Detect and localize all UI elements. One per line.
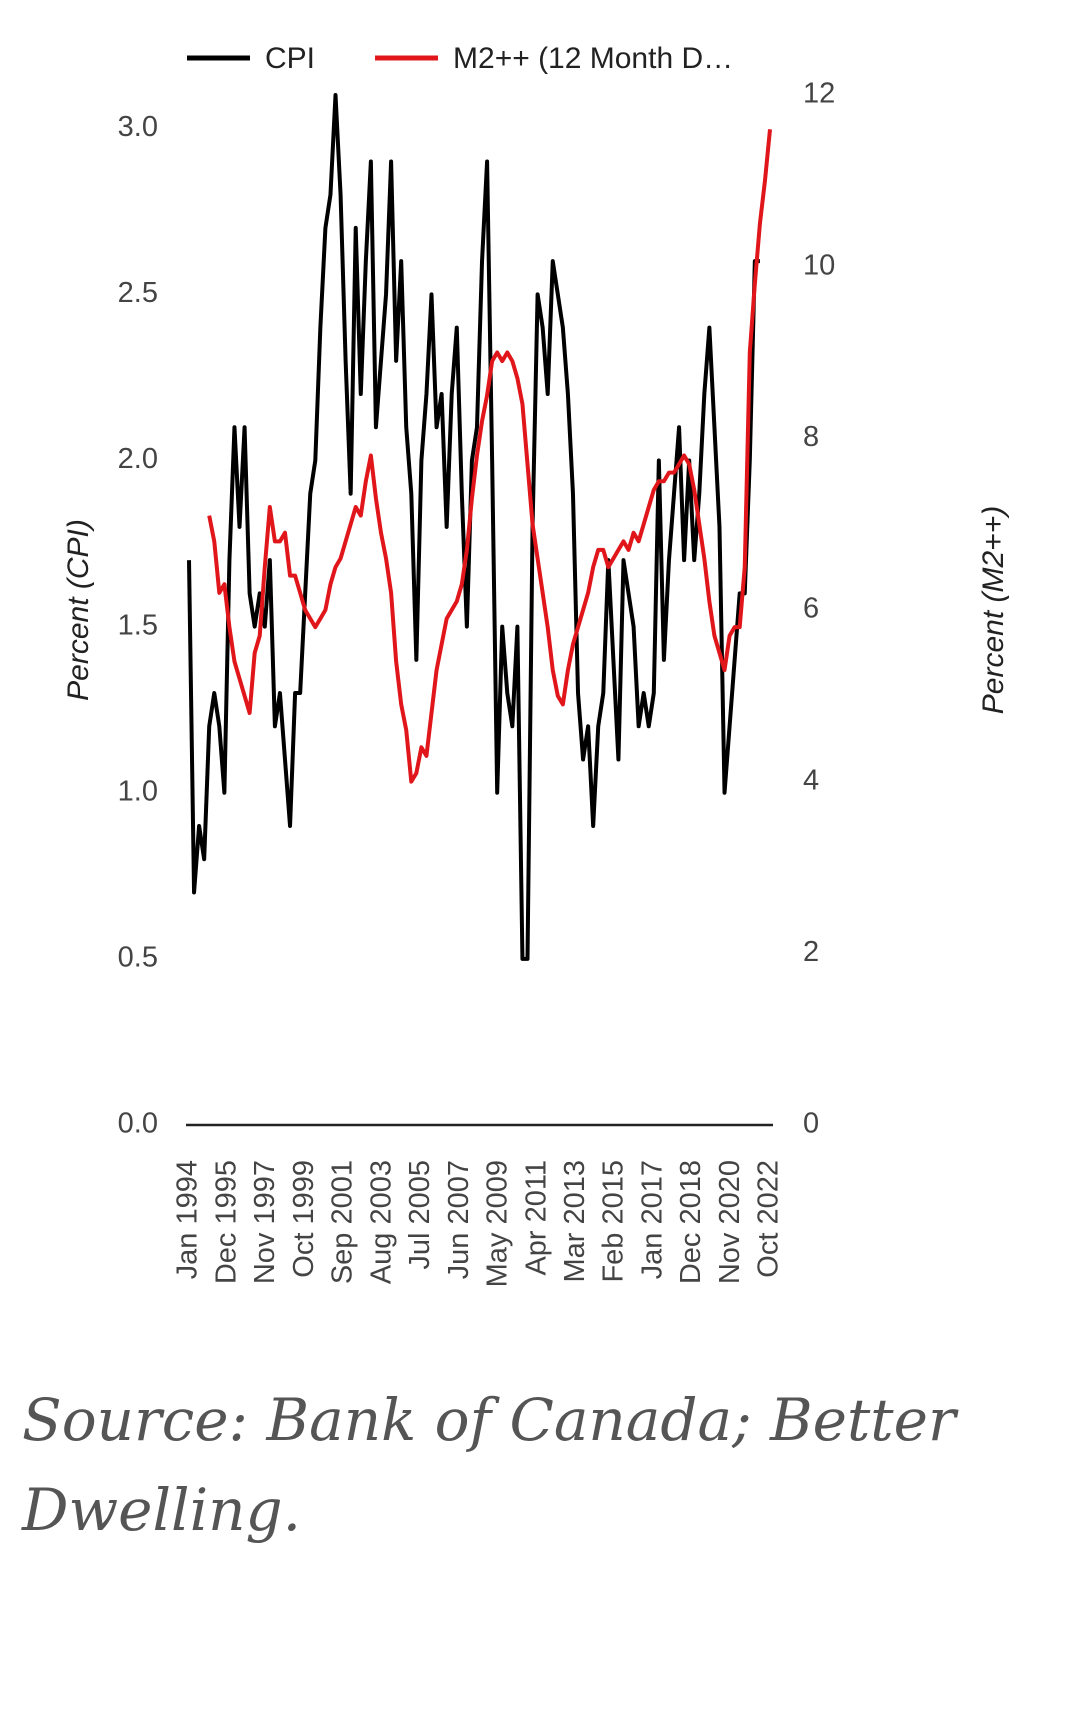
y2-tick-label: 0	[803, 1108, 819, 1140]
y-tick-label: 2.0	[118, 443, 158, 475]
series-line	[207, 129, 772, 784]
x-tick-label: Feb 2015	[598, 1160, 630, 1283]
y-tick-label: 1.5	[118, 609, 158, 641]
x-tick-label: Mar 2013	[559, 1160, 591, 1283]
x-tick-label: Dec 2018	[675, 1160, 707, 1284]
caption: Source: Bank of Canada; Better Dwelling.	[22, 1386, 956, 1544]
y2-tick-label: 12	[803, 78, 835, 110]
y-axis-label: Percent (CPI)	[62, 519, 95, 701]
x-tick-label: Sep 2001	[327, 1160, 359, 1284]
y2-axis-label: Percent (M2++)	[977, 506, 1010, 714]
x-tick-label: Nov 1997	[249, 1160, 281, 1284]
x-tick-label: Oct 1999	[288, 1160, 320, 1278]
x-tick-label: Apr 2011	[520, 1160, 552, 1276]
y-tick-label: 3.0	[118, 111, 158, 143]
y2-tick-label: 8	[803, 421, 819, 453]
x-tick-label: Jul 2005	[404, 1160, 436, 1270]
y-tick-label: 0.5	[118, 942, 158, 974]
y2-tick-label: 6	[803, 593, 819, 625]
y-tick-label: 1.0	[118, 775, 158, 807]
x-tick-label: May 2009	[482, 1160, 514, 1287]
x-tick-label: Dec 1995	[210, 1160, 242, 1284]
legend-label: M2++ (12 Month D…	[453, 42, 733, 75]
x-tick-label: Nov 2020	[714, 1160, 746, 1284]
legend-label: CPI	[265, 42, 315, 75]
series-line	[187, 93, 760, 961]
y2-tick-label: 10	[803, 249, 835, 281]
x-tick-label: Aug 2003	[365, 1160, 397, 1284]
x-tick-label: Jan 2017	[636, 1160, 668, 1279]
y-tick-label: 2.5	[118, 277, 158, 309]
x-tick-label: Jan 1994	[172, 1160, 204, 1279]
chart: Percent (CPI) Percent (M2++) 0.0 0.5 1.0 1.…	[62, 42, 1010, 1287]
y2-tick-label: 2	[803, 936, 819, 968]
y2-tick-label: 4	[803, 764, 819, 796]
x-tick-label: Jun 2007	[443, 1160, 475, 1279]
x-tick-label: Oct 2022	[753, 1160, 785, 1278]
y-tick-label: 0.0	[118, 1108, 158, 1140]
